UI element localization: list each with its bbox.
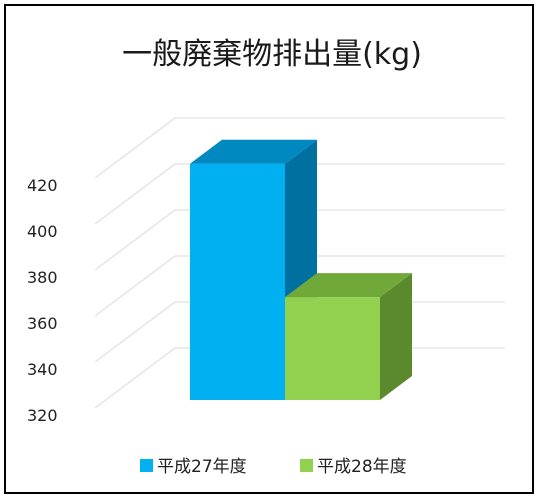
bar-2 [285,273,412,400]
gridline [94,163,505,225]
legend-label: 平成28年度 [317,457,407,477]
legend-swatch [140,459,153,472]
legend: 平成27年度 平成28年度 [140,457,407,477]
bar-1 [190,139,317,400]
bar-top [285,273,412,298]
y-tick-label: 420 [27,176,58,195]
bar-side [380,273,412,400]
y-axis-ticks: 320 340 360 380 400 420 [27,176,58,425]
y-tick-label: 320 [27,406,58,425]
y-tick-label: 340 [27,360,58,379]
legend-swatch [300,459,313,472]
legend-label: 平成27年度 [157,457,247,477]
gridline [94,255,505,317]
chart-title: 一般廃棄物排出量(kg) [122,37,422,72]
bar-top [190,139,317,164]
gridline [94,209,505,271]
y-tick-label: 360 [27,314,58,333]
bars [190,139,412,400]
y-tick-label: 380 [27,268,58,287]
y-tick-label: 400 [27,222,58,241]
bar-front [285,297,380,400]
gridline [94,117,505,179]
bar-front [190,163,285,400]
